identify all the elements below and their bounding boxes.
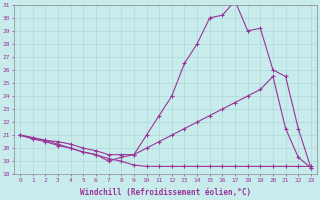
X-axis label: Windchill (Refroidissement éolien,°C): Windchill (Refroidissement éolien,°C) — [80, 188, 251, 197]
